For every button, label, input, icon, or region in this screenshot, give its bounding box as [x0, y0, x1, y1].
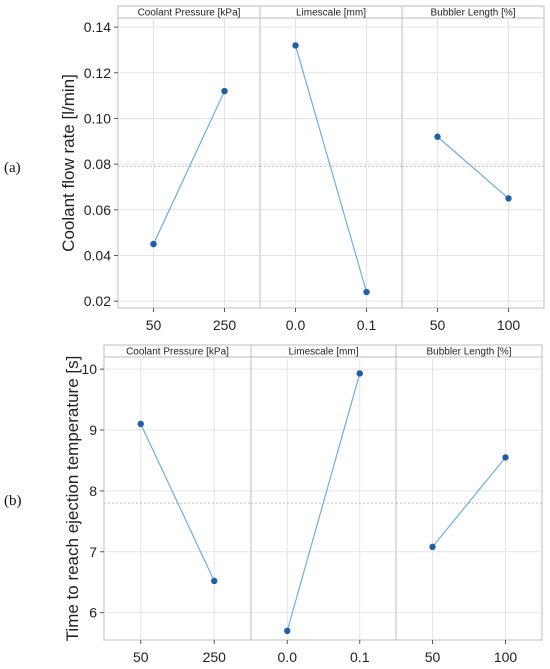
data-point	[429, 543, 436, 551]
panel-frame	[259, 17, 403, 309]
panel-tag: (b)	[4, 493, 22, 509]
x-tick-label: 50	[425, 649, 441, 665]
panel-frame	[401, 17, 545, 309]
y-tick-label: 8	[89, 483, 97, 499]
y-tick-label: 0.06	[84, 202, 111, 218]
y-axis-label: Time to reach ejection temperature [s]	[63, 356, 82, 642]
panel-frame	[250, 356, 397, 641]
x-tick-label: 0.0	[278, 649, 298, 665]
effect-line	[437, 136, 509, 199]
data-point	[150, 240, 157, 248]
panel-header-label: Limescale [mm]	[296, 8, 366, 19]
x-tick-label: 250	[213, 317, 237, 333]
panel-header-label: Bubbler Length [%]	[430, 8, 515, 19]
x-tick-label: 50	[146, 317, 162, 333]
factor-panel: Coolant Pressure [kPa] 50 250	[117, 5, 261, 333]
x-tick-label: 100	[494, 649, 518, 665]
panel-header-label: Limescale [mm]	[288, 347, 358, 358]
data-point	[292, 42, 299, 49]
data-point	[434, 133, 441, 140]
factor-panel: Bubbler Length [%] 50 100	[395, 344, 543, 665]
factor-panel: Limescale [mm] 0.0 0.1	[250, 344, 397, 665]
x-tick-label: 100	[497, 317, 521, 333]
panel-header	[401, 5, 545, 19]
y-axis-label: Coolant flow rate [l/min]	[59, 74, 78, 252]
chart-b: (b) Time to reach ejection temperature [s…	[4, 344, 543, 665]
factor-panel: Bubbler Length [%] 50 100	[401, 5, 545, 333]
y-tick-label: 0.10	[84, 110, 111, 126]
data-point	[137, 420, 144, 428]
x-tick-label: 250	[203, 649, 227, 665]
data-point	[363, 288, 370, 296]
y-tick-label: 9	[89, 422, 97, 438]
effect-line	[140, 423, 215, 582]
y-tick-label: 0.04	[84, 247, 111, 263]
panel-frame	[395, 356, 543, 641]
chart-a: (a) Coolant flow rate [l/min] Coolant Pres…	[4, 5, 545, 333]
data-point	[211, 577, 218, 585]
data-point	[505, 195, 512, 202]
y-tick-label: 0.02	[84, 293, 111, 309]
x-tick-label: 50	[430, 317, 446, 333]
panel-tag: (a)	[4, 160, 21, 176]
data-point	[221, 87, 228, 95]
y-tick-label: 6	[89, 605, 97, 621]
x-tick-label: 50	[133, 649, 149, 665]
y-tick-label: 7	[89, 544, 97, 560]
data-point	[356, 370, 363, 377]
panel-header	[395, 344, 543, 358]
effect-line	[152, 90, 226, 245]
factor-panel: Coolant Pressure [kPa] 50 250	[103, 344, 252, 665]
effect-line	[432, 457, 506, 548]
panel-frame	[117, 17, 261, 309]
data-point	[284, 627, 291, 635]
x-tick-label: 0.1	[357, 317, 377, 333]
panel-header-label: Bubbler Length [%]	[426, 347, 511, 358]
y-tick-label: 0.12	[84, 65, 111, 81]
x-tick-label: 0.1	[350, 649, 370, 665]
y-tick-label: 0.08	[84, 156, 111, 172]
panel-header-label: Coolant Pressure [kPa]	[126, 347, 229, 358]
panel-frame	[103, 356, 252, 641]
panel-header-label: Coolant Pressure [kPa]	[138, 8, 241, 19]
effect-line	[294, 45, 368, 293]
y-tick-label: 0.14	[84, 19, 111, 35]
factor-panel: Limescale [mm] 0.0 0.1	[259, 5, 403, 333]
y-tick-label: 10	[81, 361, 97, 377]
data-point	[502, 454, 509, 461]
x-tick-label: 0.0	[286, 317, 306, 333]
effect-line	[286, 373, 361, 632]
